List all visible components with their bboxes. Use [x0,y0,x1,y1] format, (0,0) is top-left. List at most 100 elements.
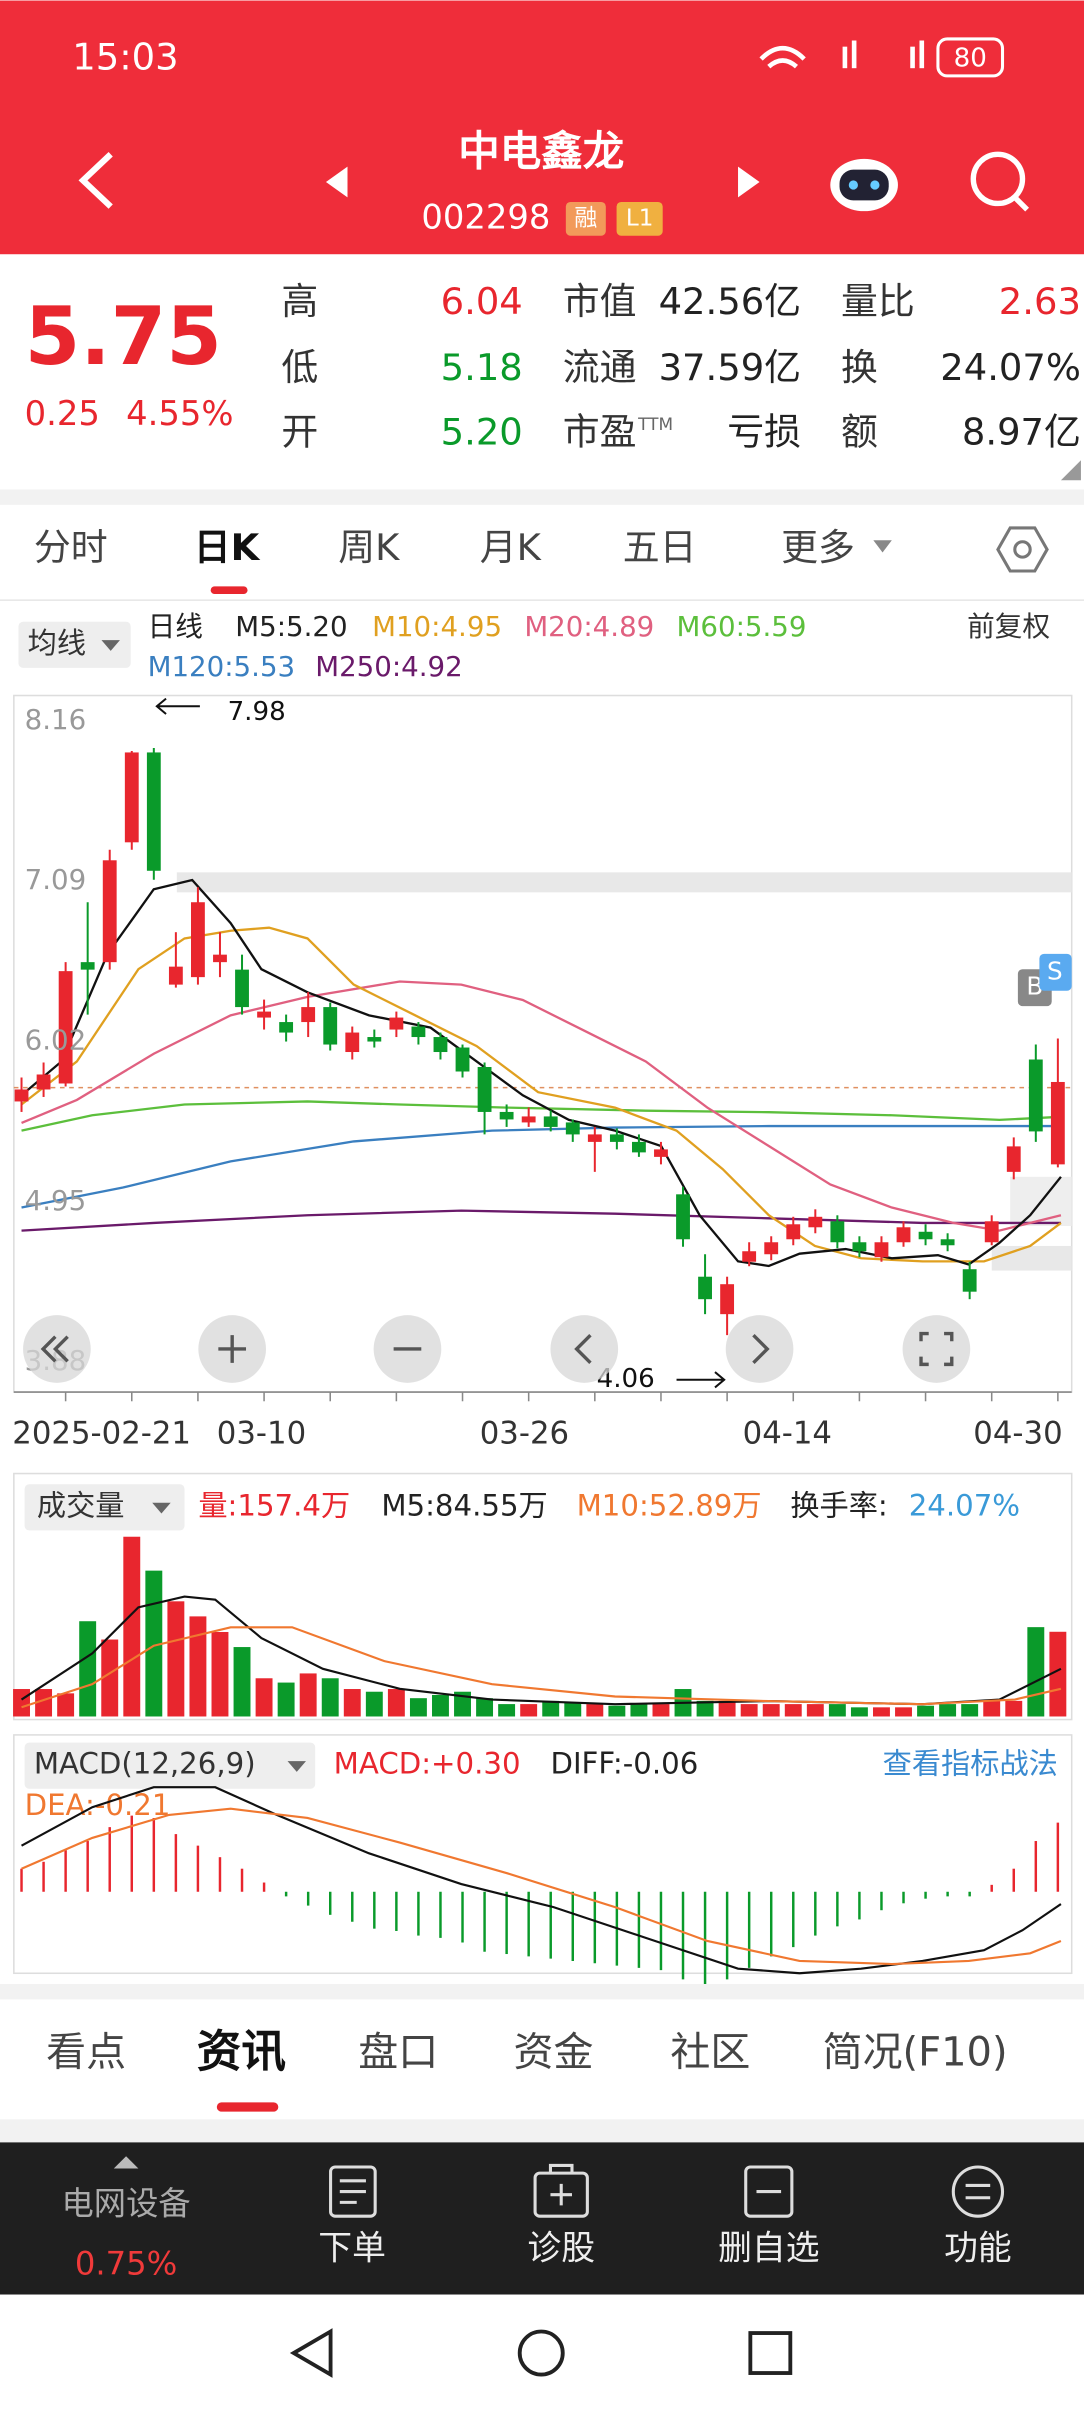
tab[interactable]: 更多 [781,526,855,569]
volume-bar [1005,1700,1023,1717]
candle-body [191,902,205,978]
scroll-right[interactable] [725,1315,794,1383]
macd-frame [13,1734,1073,1975]
info-tab[interactable]: 盘口 [358,2030,438,2076]
system-back[interactable] [289,2328,333,2378]
tab[interactable]: 分时 [34,526,108,569]
volume-bar [79,1621,97,1717]
volume-button[interactable]: 成交量 [37,1488,125,1522]
volume-bar [542,1700,560,1717]
volume-bar [520,1704,538,1717]
candle-body [609,1134,624,1142]
ma-button-bg[interactable] [18,621,131,668]
sector-name[interactable]: 电网设备 [62,2184,191,2222]
next-stock[interactable] [738,166,760,198]
expand-corner[interactable] [1060,460,1081,481]
status-icons [759,37,1005,78]
volume-bar [718,1700,736,1717]
ma-label: M60:5.59 [677,610,807,643]
volume-bar [850,1707,868,1717]
candle-body [146,752,161,871]
info-tab[interactable]: 简况(F10) [823,2030,1008,2076]
nav-item[interactable]: 功能 [944,2229,1012,2268]
header-bg [0,0,1084,255]
y-tick-label: 4.95 [25,1184,87,1217]
quote-value: 24.07% [940,346,1081,389]
quote-value: 6.04 [441,280,523,323]
info-tab[interactable]: 社区 [670,2030,750,2076]
quote-label: 开 [281,411,318,454]
candle-body [676,1194,690,1240]
price-change-pct: 4.55% [126,394,233,433]
info-tab[interactable]: 资金 [514,2030,594,2076]
macd-button[interactable]: MACD(12,26,9) [34,1747,256,1781]
ma-button[interactable]: 均线 [28,626,86,660]
quote-label: 流通 [563,346,637,389]
quote-value: 5.18 [441,346,523,389]
x-tick-label: 03-26 [480,1416,569,1452]
volume-bar [35,1689,53,1717]
macd-button-bg[interactable] [24,1742,316,1789]
info-tab[interactable]: 看点 [46,2030,126,2076]
separator [0,2119,1084,2143]
tab[interactable]: 月K [480,526,542,569]
support-band [991,1245,1072,1271]
badge: 融 [574,205,597,231]
candle-body [323,1007,338,1045]
volume-bar [983,1700,1001,1717]
volume-bar [343,1689,361,1717]
candles [14,747,1065,1336]
back-button[interactable] [78,152,113,209]
settings-icon-dot [1013,540,1032,559]
candle-body [808,1216,823,1228]
tab-underline [216,2102,279,2112]
dropdown-arrow [287,1761,306,1772]
quote-value: 8.97亿 [962,411,1081,454]
pressure-band [176,872,1072,893]
quote-value: 亏损 [727,411,801,454]
search-icon[interactable] [970,151,1030,212]
volume-bar [233,1647,251,1717]
volume-bar [476,1698,494,1717]
volume-bar [57,1693,75,1717]
system-recents[interactable] [748,2331,793,2375]
volume-bar [806,1704,824,1717]
fullscreen[interactable] [902,1315,971,1383]
quote-label: 市盈 [563,411,637,454]
separator [0,1984,1084,2000]
volume-label: M10:52.89万 [577,1488,762,1522]
volume-bar [321,1678,339,1717]
nav-item[interactable]: 删自选 [718,2229,819,2268]
prev-stock[interactable] [325,166,348,198]
macd-label: MACD:+0.30 [334,1747,521,1781]
adjust-label[interactable]: 前复权 [967,610,1050,643]
nav-item[interactable]: 下单 [318,2229,386,2268]
nav-item[interactable]: 诊股 [527,2229,595,2268]
y-tick-label: 7.09 [25,863,87,896]
tab[interactable]: 周K [338,526,400,569]
volume-bar [608,1705,626,1717]
scroll-left[interactable] [550,1315,619,1383]
candle-body [543,1116,558,1127]
candle-body [301,1007,316,1023]
volume-bar [365,1691,383,1717]
tab-active[interactable]: 日K [194,526,261,569]
assistant-icon[interactable] [830,158,898,212]
tab-underline [210,586,248,595]
last-price: 5.75 [25,290,222,383]
info-tab-active[interactable]: 资讯 [197,2026,286,2078]
y-tick-label: 8.16 [25,703,87,736]
volume-button-bg[interactable] [24,1484,185,1531]
badge-bg [565,201,606,236]
volume-ma10-line [21,1626,1062,1709]
system-home[interactable] [517,2329,565,2377]
candle-body [168,966,183,985]
dropdown-arrow [101,640,120,651]
macd-link[interactable]: 查看指标战法 [883,1747,1058,1781]
settings-icon[interactable] [996,526,1049,573]
candle-body [411,1026,426,1038]
tab[interactable]: 五日 [623,526,697,569]
candle-body [367,1037,382,1042]
candle-body [565,1122,580,1135]
candle-body [1028,1059,1043,1132]
